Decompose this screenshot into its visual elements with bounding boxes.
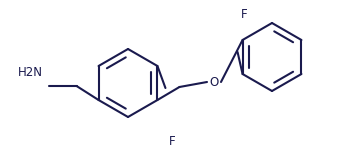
Text: O: O — [209, 76, 219, 88]
Text: H2N: H2N — [18, 66, 43, 78]
Text: F: F — [169, 135, 175, 148]
Text: F: F — [241, 8, 247, 21]
